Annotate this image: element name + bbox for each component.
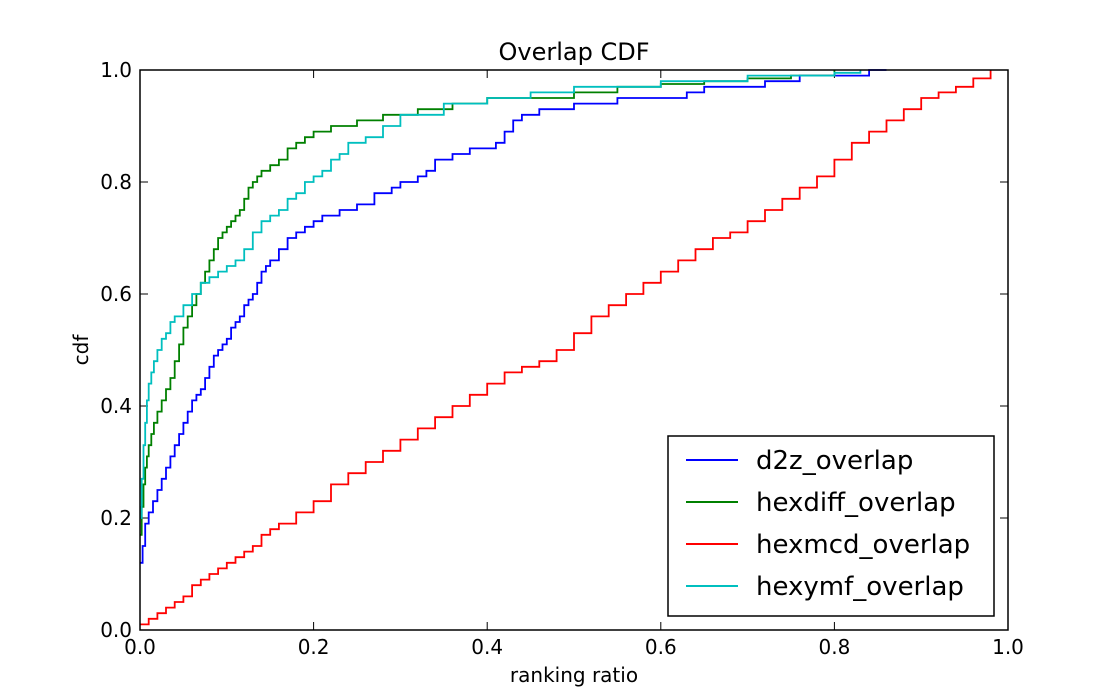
series-line-hexmcd_overlap xyxy=(140,70,992,626)
x-tick-label: 0.2 xyxy=(298,635,330,659)
legend-label: d2z_overlap xyxy=(756,446,913,476)
y-axis-label: cdf xyxy=(69,334,93,366)
series-line-d2z_overlap xyxy=(140,69,887,564)
plot-frame xyxy=(139,69,1009,631)
x-axis-label: ranking ratio xyxy=(510,663,638,687)
legend-label: hexdiff_overlap xyxy=(756,488,956,518)
x-tick-label: 1.0 xyxy=(992,635,1024,659)
legend-label: hexmcd_overlap xyxy=(756,530,970,560)
y-tick-label: 1.0 xyxy=(100,58,132,82)
x-tick-label: 0.4 xyxy=(471,635,503,659)
series-line-hexymf_overlap xyxy=(140,70,862,519)
series-line-hexdiff_overlap xyxy=(140,70,836,536)
series-lines xyxy=(140,69,992,626)
y-tick-label: 0.6 xyxy=(100,282,132,306)
legend: d2z_overlap hexdiff_overlap hexmcd_overlap… xyxy=(667,435,995,617)
y-tick-label: 0.4 xyxy=(100,394,132,418)
legend-entries: d2z_overlap hexdiff_overlap hexmcd_overlap… xyxy=(686,446,970,602)
chart-title: Overlap CDF xyxy=(498,38,649,66)
x-tick-label: 0.0 xyxy=(124,635,156,659)
y-tick-label: 0.2 xyxy=(100,506,132,530)
y-tick-label: 0.0 xyxy=(100,618,132,642)
axis-ticks: 0.0 0.2 0.4 0.6 0.8 1.0 0.0 0.2 0.4 0.6 0.8 1.0 xyxy=(100,58,1024,659)
y-tick-label: 0.8 xyxy=(100,170,132,194)
x-tick-label: 0.8 xyxy=(818,635,850,659)
legend-label: hexymf_overlap xyxy=(756,572,964,602)
x-tick-label: 0.6 xyxy=(645,635,677,659)
